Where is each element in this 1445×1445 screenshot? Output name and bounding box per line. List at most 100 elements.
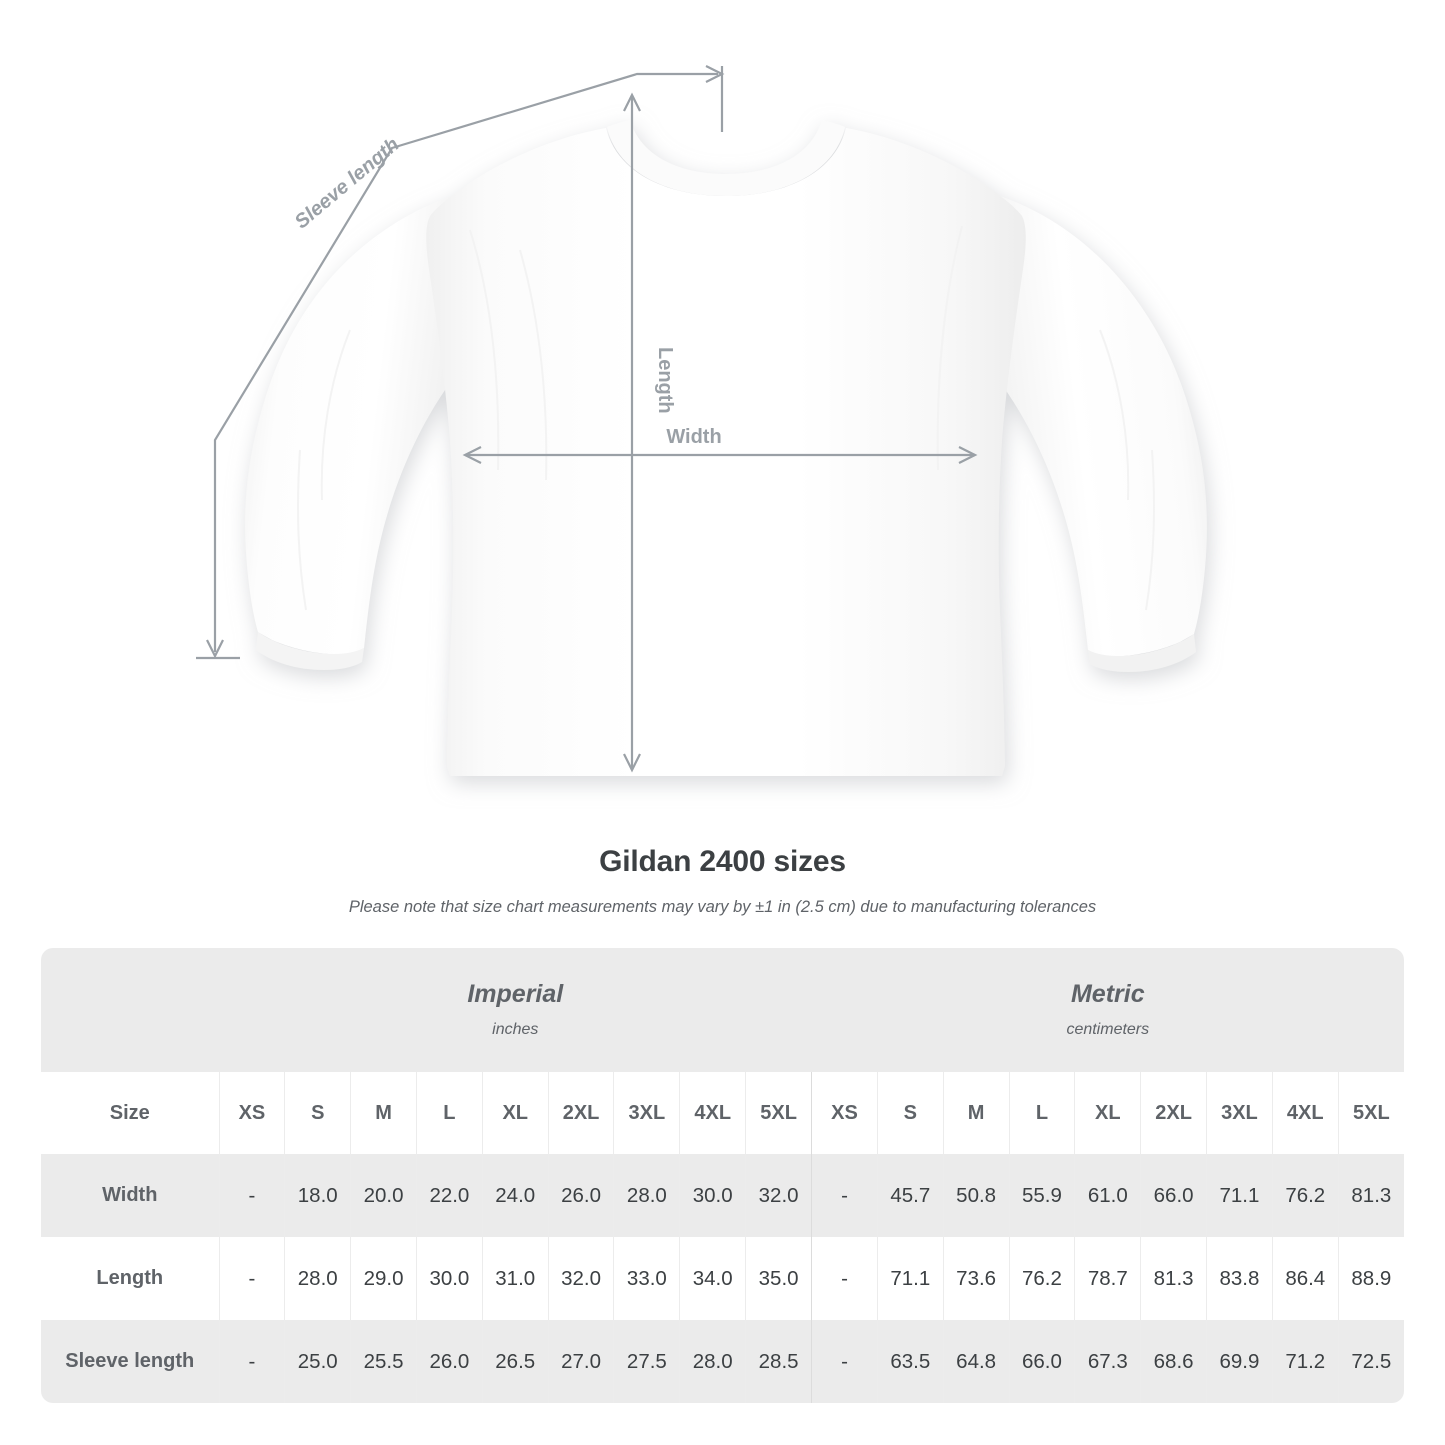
cell-length-imperial-3xl: 33.0 (613, 1237, 680, 1320)
header-cell-metric-2xl: 2XL (1140, 1072, 1207, 1154)
unit-header-row: Imperial inches Metric centimeters (41, 948, 1405, 1072)
cell-width-imperial-3xl: 28.0 (613, 1154, 680, 1237)
cell-length-metric-xs: - (811, 1237, 878, 1320)
cell-sleeve-length-metric-xs: - (811, 1320, 878, 1403)
cell-length-metric-l: 76.2 (1008, 1237, 1075, 1320)
cell-length-imperial-xl: 31.0 (481, 1237, 549, 1320)
cell-length-imperial-l: 30.0 (415, 1237, 483, 1320)
header-cell-metric-4xl: 4XL (1271, 1072, 1339, 1154)
header-cell-metric-3xl: 3XL (1206, 1072, 1273, 1154)
measurement-lines (196, 65, 978, 773)
header-cell-imperial-m: M (350, 1072, 417, 1154)
cell-width-imperial-2xl: 26.0 (547, 1154, 614, 1237)
header-cell-imperial-4xl: 4XL (679, 1072, 746, 1154)
left-sleeve (245, 196, 452, 655)
cell-length-metric-4xl: 86.4 (1271, 1237, 1339, 1320)
length-label: Length (654, 347, 676, 414)
cell-width-imperial-l: 22.0 (415, 1154, 483, 1237)
cell-length-metric-2xl: 81.3 (1140, 1237, 1207, 1320)
cell-length-imperial-xs: - (218, 1237, 285, 1320)
cell-length-imperial-4xl: 34.0 (679, 1237, 746, 1320)
unit-sub-imperial: inches (492, 1020, 539, 1038)
cell-width-metric-m: 50.8 (942, 1154, 1010, 1237)
cell-sleeve-length-imperial-m: 25.5 (350, 1320, 417, 1403)
cell-width-metric-xl: 61.0 (1074, 1154, 1141, 1237)
header-cell-imperial-s: S (284, 1072, 351, 1154)
cell-width-imperial-5xl: 32.0 (745, 1154, 812, 1237)
title-block: Gildan 2400 sizes Please note that size … (0, 845, 1445, 917)
width-arrow-right (958, 446, 978, 464)
header-cell-imperial-xs: XS (218, 1072, 285, 1154)
table-row: Width -18.0 20.0 22.0 24.0 26.0 28.0 30.0 32.0-4… (41, 1154, 1405, 1237)
header-cell-size: Size (41, 1072, 219, 1154)
cell-sleeve-length-imperial-2xl: 27.0 (547, 1320, 614, 1403)
cell-sleeve-length-imperial-5xl: 28.5 (745, 1320, 812, 1403)
cell-sleeve-length-metric-2xl: 68.6 (1140, 1320, 1207, 1403)
table-row: Length -28.0 29.0 30.0 31.0 32.0 33.0 34.0 35.0-… (41, 1237, 1405, 1320)
cell-width-metric-5xl: 81.3 (1337, 1154, 1405, 1237)
unit-spacer-cell (41, 948, 219, 1072)
size-table: Imperial inches Metric centimeters Size XS S M L… (41, 948, 1405, 1403)
header-cell-metric-5xl: 5XL (1337, 1072, 1405, 1154)
cell-width-imperial-4xl: 30.0 (679, 1154, 746, 1237)
width-label: Width (666, 426, 721, 448)
right-sleeve (1000, 196, 1207, 657)
row-label-sleeve-length: Sleeve length (41, 1320, 219, 1403)
garment-illustration: Sleeve length Length Width (196, 65, 1207, 776)
length-arrow-top (623, 92, 641, 112)
cell-length-metric-5xl: 88.9 (1337, 1237, 1405, 1320)
unit-sub-metric: centimeters (1066, 1020, 1150, 1038)
cell-length-metric-m: 73.6 (942, 1237, 1010, 1320)
header-cell-imperial-2xl: 2XL (547, 1072, 614, 1154)
cell-width-imperial-m: 20.0 (350, 1154, 417, 1237)
cell-sleeve-length-metric-m: 64.8 (942, 1320, 1010, 1403)
header-cell-imperial-xl: XL (481, 1072, 549, 1154)
cell-sleeve-length-metric-3xl: 69.9 (1206, 1320, 1273, 1403)
cell-width-imperial-xl: 24.0 (481, 1154, 549, 1237)
cell-sleeve-length-imperial-xl: 26.5 (481, 1320, 549, 1403)
garment-diagram: Sleeve length Length Width (196, 65, 1207, 776)
cell-sleeve-length-metric-s: 63.5 (876, 1320, 944, 1403)
left-cuff (256, 632, 364, 670)
size-header-row: Size XS S M L XL 2XL 3XL 4XL 5XL XS S M L XL 2XL 3XL 4XL 5… (41, 1072, 1405, 1154)
shirt-shape (245, 120, 1207, 776)
header-cell-imperial-l: L (415, 1072, 483, 1154)
sleeve-arrow-bottom (206, 639, 224, 659)
cell-length-imperial-s: 28.0 (284, 1237, 351, 1320)
cell-length-imperial-2xl: 32.0 (547, 1237, 614, 1320)
cell-sleeve-length-imperial-l: 26.0 (415, 1320, 483, 1403)
cell-sleeve-length-metric-4xl: 71.2 (1271, 1320, 1339, 1403)
cell-length-metric-3xl: 83.8 (1206, 1237, 1273, 1320)
cell-width-metric-4xl: 76.2 (1271, 1154, 1339, 1237)
length-arrow-bottom (623, 753, 641, 773)
sleeve-length-line (213, 72, 718, 652)
collar (607, 120, 845, 196)
table-row: Sleeve length - 25.0 25.5 26.0 26.5 27.0 27.5 28… (41, 1320, 1405, 1403)
shirt-body (426, 128, 1026, 776)
header-cell-metric-l: L (1008, 1072, 1075, 1154)
row-label-length: Length (41, 1237, 219, 1320)
right-cuff (1088, 634, 1196, 672)
cell-length-metric-s: 71.1 (876, 1237, 944, 1320)
cell-width-metric-s: 45.7 (876, 1154, 944, 1237)
cell-sleeve-length-imperial-s: 25.0 (284, 1320, 351, 1403)
header-cell-imperial-3xl: 3XL (613, 1072, 680, 1154)
header-cell-metric-xl: XL (1074, 1072, 1141, 1154)
header-cell-metric-s: S (876, 1072, 944, 1154)
cell-sleeve-length-imperial-3xl: 27.5 (613, 1320, 680, 1403)
sleeve-arrow-top (705, 65, 725, 83)
cell-length-imperial-5xl: 35.0 (745, 1237, 812, 1320)
unit-name-metric: Metric (1070, 979, 1145, 1008)
cell-length-imperial-m: 29.0 (350, 1237, 417, 1320)
header-cell-imperial-5xl: 5XL (745, 1072, 812, 1154)
size-table-container: Imperial inches Metric centimeters Size XS S M L… (41, 948, 1405, 1403)
unit-name-imperial: Imperial (467, 979, 564, 1008)
cell-width-imperial-xs: - (218, 1154, 285, 1237)
cell-width-metric-2xl: 66.0 (1140, 1154, 1207, 1237)
tolerance-note: Please note that size chart measurements… (348, 898, 1097, 916)
header-cell-metric-xs: XS (811, 1072, 878, 1154)
cell-sleeve-length-metric-5xl: 72.5 (1337, 1320, 1405, 1403)
sleeve-length-label: Sleeve length (291, 134, 404, 234)
cell-length-metric-xl: 78.7 (1074, 1237, 1141, 1320)
header-cell-metric-m: M (942, 1072, 1010, 1154)
